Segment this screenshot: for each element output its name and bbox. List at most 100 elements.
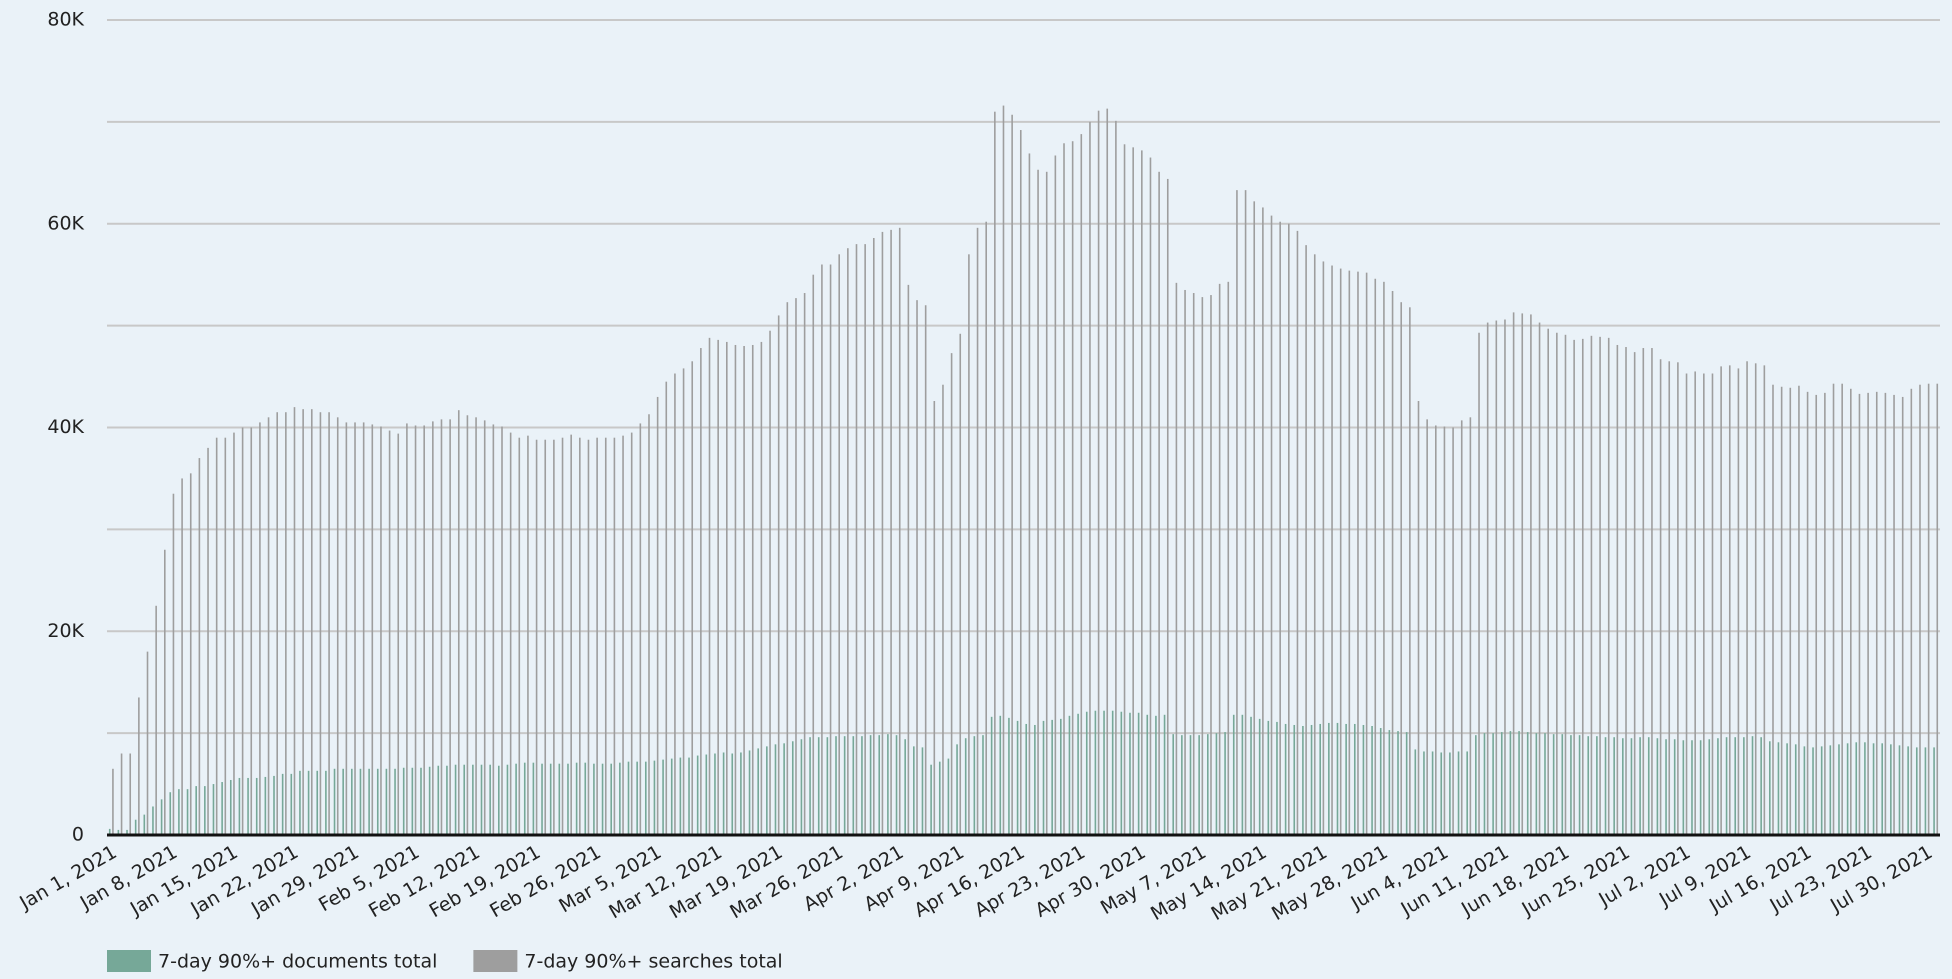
bar [1483, 733, 1486, 835]
bar [1172, 734, 1175, 835]
bar [1815, 394, 1818, 835]
bar [1241, 714, 1244, 835]
bar [489, 764, 491, 835]
bar [1175, 282, 1178, 835]
bar [1313, 254, 1316, 835]
bar [108, 828, 111, 835]
bar [1224, 732, 1226, 835]
bar [1457, 751, 1460, 835]
bar [1123, 144, 1126, 836]
bar [1353, 723, 1356, 835]
bar [1867, 392, 1869, 835]
bar [990, 716, 993, 835]
bar [907, 284, 910, 835]
bar [1336, 722, 1339, 835]
bar [492, 424, 495, 835]
bar [1443, 426, 1446, 835]
bar [189, 473, 192, 835]
bar [1034, 724, 1036, 835]
bar [691, 361, 694, 835]
bar [630, 432, 633, 835]
bar [726, 341, 728, 835]
bar [696, 755, 699, 835]
bar [411, 767, 414, 835]
bar [921, 747, 924, 835]
bar [215, 437, 218, 835]
bar [1227, 281, 1230, 836]
bar [1331, 265, 1333, 835]
bar [207, 447, 209, 835]
bar [515, 763, 517, 835]
bar [1383, 281, 1385, 836]
bar [817, 737, 820, 835]
bar [204, 786, 206, 835]
bar [1002, 105, 1005, 835]
bar [579, 437, 581, 835]
bar [302, 409, 304, 835]
bar [1717, 738, 1719, 835]
bar [1449, 752, 1451, 835]
bar [786, 302, 789, 836]
bar [847, 248, 849, 835]
bar [956, 744, 958, 835]
bar [1768, 741, 1771, 835]
bar [1668, 361, 1671, 835]
bar [1665, 739, 1667, 835]
bar [985, 221, 987, 835]
bar [1374, 278, 1377, 835]
bar [1025, 723, 1028, 835]
bar [1016, 720, 1019, 835]
bar [186, 789, 189, 835]
bar [1129, 712, 1131, 835]
bar [662, 759, 664, 835]
bar [1163, 714, 1166, 835]
bar [172, 493, 175, 835]
bar [336, 417, 339, 835]
bar [976, 227, 979, 835]
bar [881, 231, 884, 835]
bar [1803, 746, 1806, 835]
bar [1365, 272, 1368, 835]
bar [1236, 190, 1238, 836]
bar [1440, 752, 1443, 835]
bar [1189, 735, 1192, 835]
bar [959, 333, 962, 835]
bar [1927, 383, 1930, 835]
bar [420, 767, 422, 835]
bar [221, 782, 223, 835]
bar [1111, 710, 1114, 835]
bar [968, 254, 970, 835]
bar [1521, 313, 1524, 835]
bar [1924, 747, 1927, 835]
bar [152, 806, 154, 835]
bar [1452, 427, 1454, 835]
bar [938, 761, 941, 835]
bar [1267, 720, 1270, 835]
bar [169, 792, 172, 835]
bar [1504, 319, 1506, 835]
bar [1760, 737, 1762, 835]
bar [397, 433, 400, 835]
bar [829, 264, 832, 835]
bar [861, 736, 863, 835]
bar [134, 819, 137, 835]
bar [1682, 740, 1685, 835]
bar [1829, 745, 1832, 835]
bar [1535, 733, 1538, 835]
bar [964, 738, 967, 835]
bar [1423, 751, 1425, 835]
bar [1106, 108, 1109, 836]
bar [299, 770, 301, 835]
bar [1201, 297, 1204, 836]
bar [656, 396, 659, 835]
bar [1656, 738, 1659, 835]
bar [1777, 742, 1780, 835]
bar [1011, 114, 1013, 835]
bar [1028, 153, 1031, 836]
bar [518, 437, 521, 835]
y-tick-label: 60K [47, 212, 84, 234]
bar [1872, 743, 1875, 835]
bar [1045, 171, 1048, 835]
bar [567, 763, 569, 835]
bar [1339, 268, 1342, 835]
